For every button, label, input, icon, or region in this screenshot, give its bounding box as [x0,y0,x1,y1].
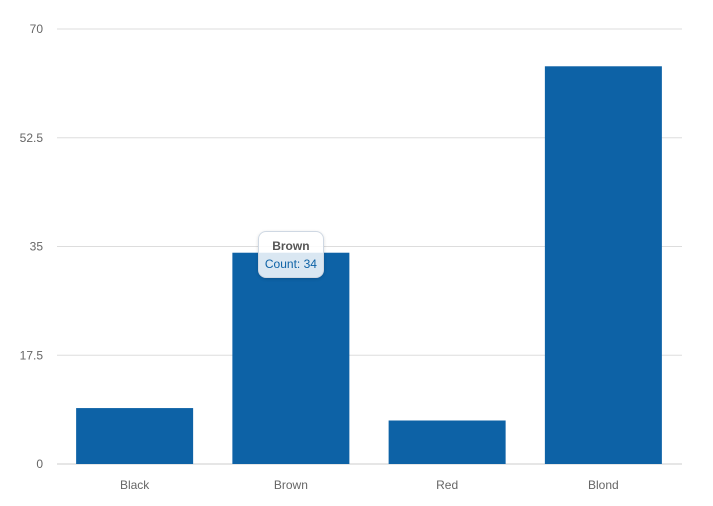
bar-tooltip: Brown Count: 34 [258,231,324,278]
bar-brown[interactable] [232,253,349,464]
x-tick-label: Blond [588,478,619,492]
bar-black[interactable] [76,408,193,464]
bars [76,66,662,464]
x-tick-label: Black [120,478,150,492]
y-tick-label: 17.5 [20,348,44,362]
y-tick-label: 70 [30,22,44,36]
y-tick-label: 0 [36,457,43,471]
x-tick-label: Red [436,478,458,492]
y-tick-label: 35 [30,240,44,254]
tooltip-title: Brown [265,238,317,254]
bar-red[interactable] [389,421,506,465]
tooltip-value: Count: 34 [265,256,317,272]
y-tick-label: 52.5 [20,131,44,145]
y-axis: 0 17.5 35 52.5 70 [20,22,44,471]
bar-blond[interactable] [545,66,662,464]
x-axis: Black Brown Red Blond [120,478,619,492]
x-tick-label: Brown [274,478,308,492]
